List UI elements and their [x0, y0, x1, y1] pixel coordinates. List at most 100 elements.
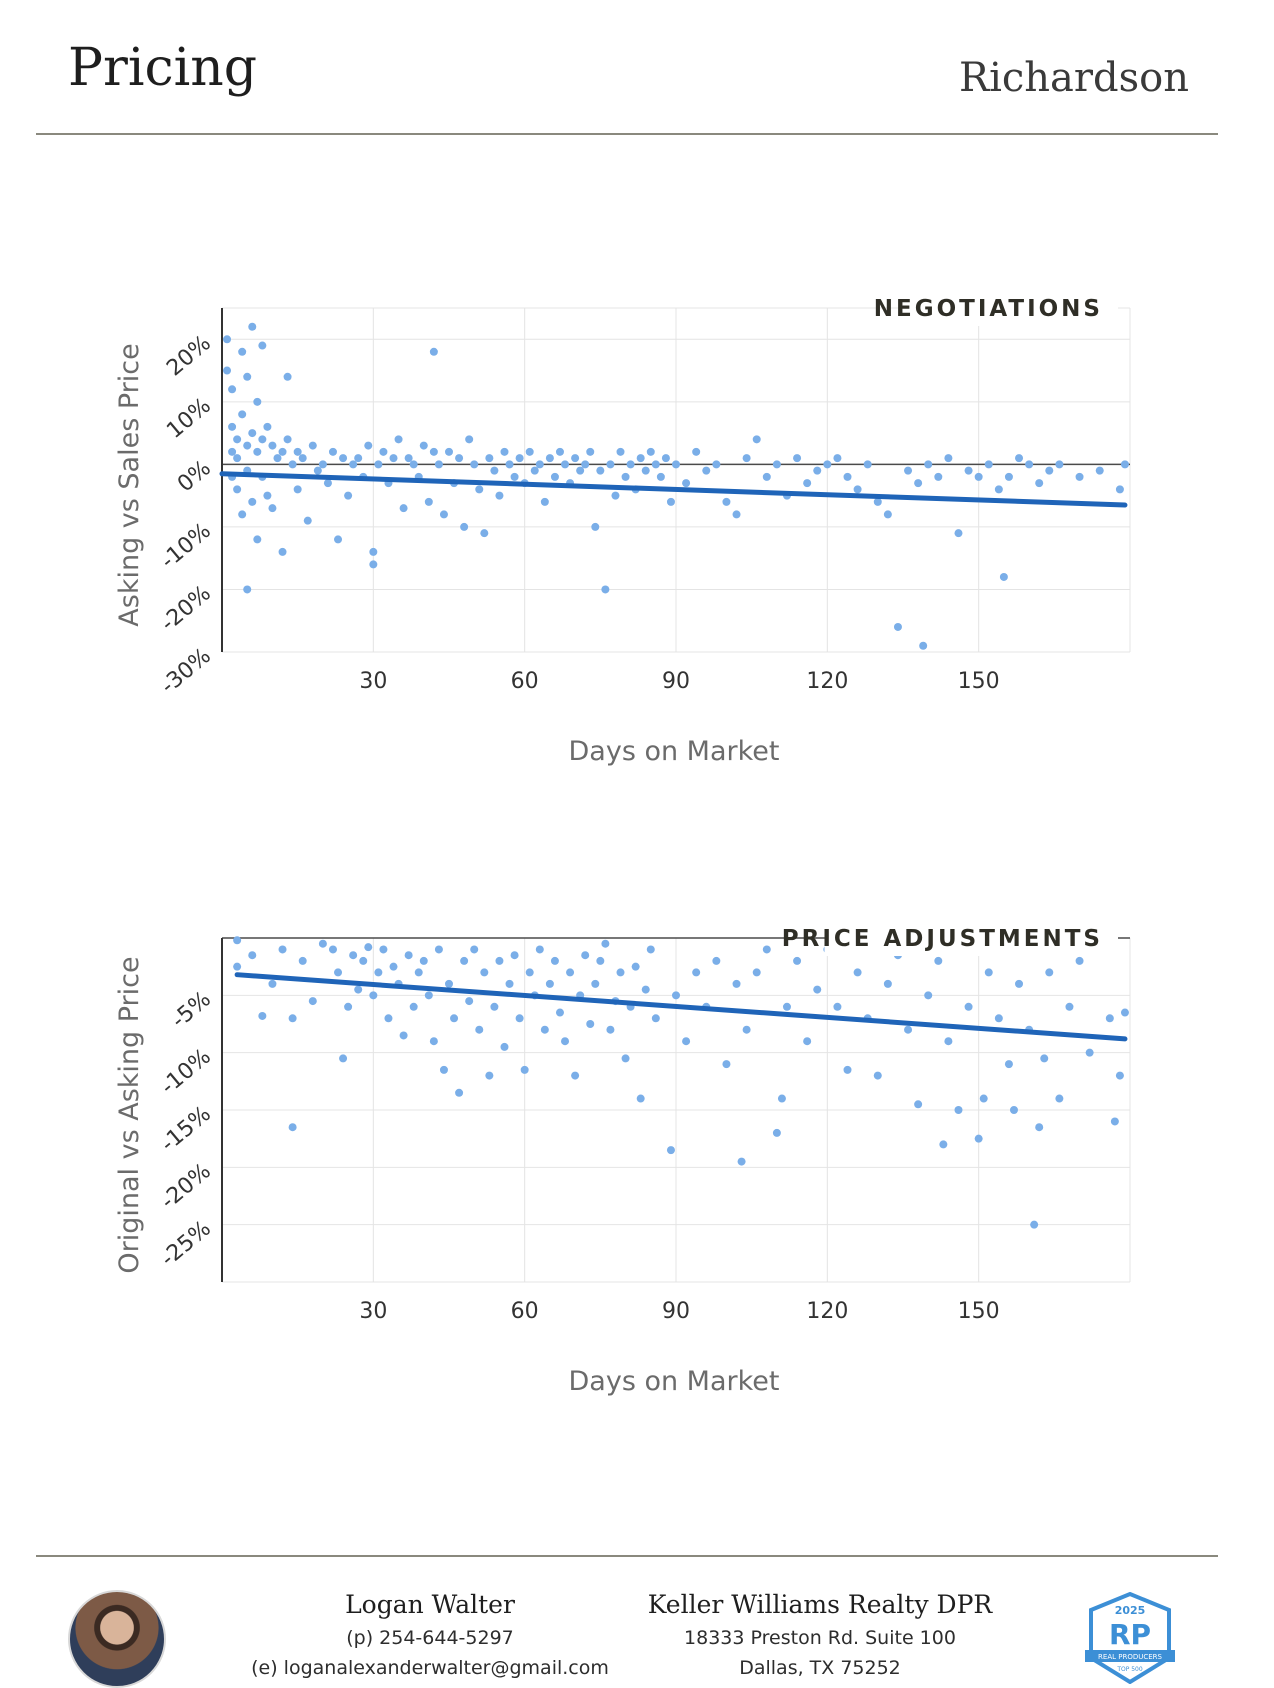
data-point	[586, 447, 595, 456]
data-point	[1035, 479, 1044, 488]
data-point	[318, 939, 327, 948]
data-point	[248, 951, 257, 960]
data-point	[591, 522, 600, 531]
data-point	[742, 454, 751, 463]
data-point	[919, 641, 928, 650]
data-point	[1085, 1048, 1094, 1057]
data-point	[939, 1140, 948, 1149]
data-point	[520, 1065, 529, 1074]
data-point	[495, 491, 504, 500]
data-point	[283, 435, 292, 444]
data-point	[389, 962, 398, 971]
data-point	[480, 968, 489, 977]
badge-year: 2025	[1115, 1604, 1146, 1617]
data-point	[248, 322, 257, 331]
data-point	[429, 1037, 438, 1046]
data-point	[1009, 1106, 1018, 1114]
data-point	[641, 985, 650, 994]
data-point	[268, 979, 277, 988]
data-point	[450, 1014, 459, 1023]
data-point	[984, 968, 993, 977]
data-point	[843, 1065, 852, 1074]
data-point	[419, 441, 428, 450]
agent-email[interactable]: (e) loganalexanderwalter@gmail.com	[251, 1657, 609, 1679]
data-point	[545, 979, 554, 988]
data-point	[934, 956, 943, 965]
data-point	[1105, 1014, 1114, 1023]
footer-divider	[36, 1555, 1218, 1557]
data-point	[243, 585, 252, 594]
data-point	[263, 491, 272, 500]
data-point	[500, 447, 509, 456]
data-point	[439, 510, 448, 519]
data-point	[228, 385, 237, 394]
office-name: Keller Williams Realty DPR	[647, 1590, 993, 1619]
data-point	[722, 1060, 731, 1069]
data-point	[540, 497, 549, 506]
data-point	[682, 479, 691, 488]
data-point	[893, 622, 902, 631]
badge-letters: RP	[1109, 1618, 1151, 1651]
y-axis-label: Original vs Asking Price	[114, 956, 145, 1273]
data-point	[1025, 460, 1034, 469]
data-point	[409, 460, 418, 469]
data-point	[339, 1054, 348, 1063]
data-point	[777, 1094, 786, 1103]
data-point	[762, 472, 771, 481]
data-point	[1035, 1123, 1044, 1132]
data-point	[979, 1094, 988, 1103]
data-point	[621, 1054, 630, 1063]
data-point	[1045, 466, 1054, 475]
data-point	[571, 1071, 580, 1080]
data-point	[692, 447, 701, 456]
data-point	[1030, 1220, 1039, 1229]
trend-line	[234, 972, 1128, 1042]
data-point	[318, 460, 327, 469]
data-point	[238, 510, 247, 519]
data-point	[964, 1002, 973, 1011]
data-point	[233, 936, 242, 945]
data-point	[914, 1100, 923, 1109]
data-point	[419, 956, 428, 965]
data-point	[616, 447, 625, 456]
data-point	[793, 454, 802, 463]
data-point	[581, 460, 590, 469]
data-point	[238, 410, 247, 419]
data-point	[228, 447, 237, 456]
data-point	[273, 454, 282, 463]
data-point	[853, 485, 862, 494]
data-point	[1045, 968, 1054, 977]
data-point	[1120, 1008, 1129, 1017]
x-axis-label: Days on Market	[569, 736, 780, 767]
data-point	[843, 472, 852, 481]
real-producers-badge-icon: 2025 RP REAL PRODUCERS TOP 500	[1085, 1592, 1175, 1684]
y-tick-label: -20%	[156, 1159, 216, 1215]
data-point	[672, 460, 680, 469]
y-tick-label: 10%	[162, 393, 216, 444]
agent-avatar	[68, 1590, 166, 1688]
data-point	[233, 485, 242, 494]
data-point	[228, 422, 237, 431]
data-point	[782, 1002, 791, 1011]
agent-phone[interactable]: (p) 254-644-5297	[346, 1627, 514, 1649]
badge-line2: TOP 500	[1116, 1666, 1143, 1673]
data-point	[429, 447, 438, 456]
page-title: Pricing	[68, 38, 258, 98]
data-point	[994, 1014, 1003, 1023]
data-point	[334, 535, 343, 544]
data-point	[293, 485, 302, 494]
x-tick-label: 30	[359, 669, 387, 694]
data-point	[434, 460, 443, 469]
data-point	[813, 985, 822, 994]
data-point	[737, 1157, 746, 1166]
data-point	[561, 1037, 570, 1046]
data-point	[752, 968, 761, 977]
data-point	[772, 1128, 781, 1137]
data-point	[1055, 460, 1064, 469]
data-point	[1004, 1060, 1013, 1069]
data-point	[515, 454, 524, 463]
data-point	[944, 454, 953, 463]
data-point	[253, 447, 262, 456]
data-point	[349, 951, 358, 960]
data-point	[535, 945, 544, 954]
